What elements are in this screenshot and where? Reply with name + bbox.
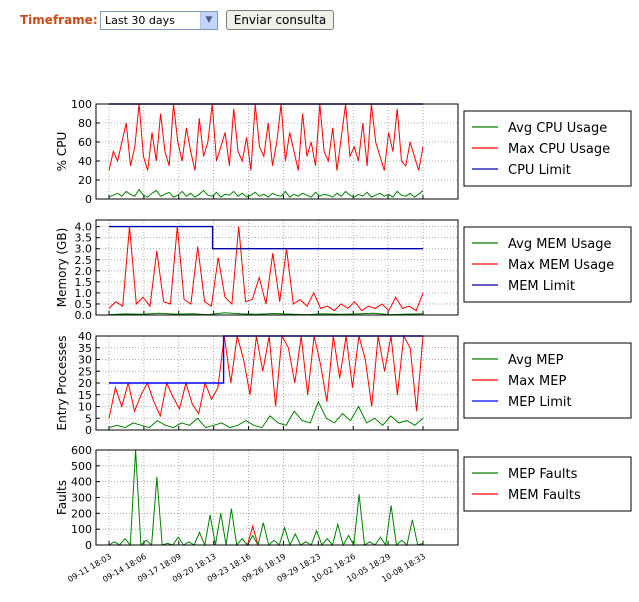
y-tick-label: 0.5: [75, 298, 93, 311]
y-tick-label: 0.0: [75, 309, 93, 322]
y-tick-label: 0: [85, 539, 92, 552]
legend-label: Avg MEP: [508, 353, 564, 368]
y-tick-label: 4.0: [75, 221, 93, 234]
y-tick-label: 35: [78, 342, 92, 355]
y-tick-label: 30: [78, 354, 92, 367]
y-tick-label: 3.0: [75, 243, 93, 256]
y-axis-label: Memory (GB): [55, 228, 69, 308]
chart-panel-4: 0 100 200 300 400 500 600 Faults MEP Faults MEM F…: [55, 444, 632, 584]
series-line-mep-faults: [108, 449, 424, 547]
chart-panel-2: 0.00.51.01.52.02.53.03.54.0 Memory (GB) Av…: [55, 219, 632, 322]
y-tick-label: 3.5: [75, 232, 93, 245]
y-tick-label: 300: [71, 492, 92, 505]
y-tick-label: 2.5: [75, 254, 93, 267]
series-line-max-mem-usage: [108, 226, 424, 312]
y-tick-label: 1.5: [75, 276, 93, 289]
y-tick-label: 80: [78, 117, 92, 130]
y-tick-label: 0: [85, 193, 92, 206]
legend-label: CPU Limit: [508, 163, 571, 178]
series-line-avg-mep: [108, 400, 424, 429]
y-axis-label: Faults: [55, 480, 69, 515]
legend-label: MEP Faults: [508, 467, 578, 482]
legend-label: Max MEP: [508, 374, 566, 389]
legend-label: MEM Faults: [508, 488, 581, 503]
y-tick-label: 15: [78, 389, 92, 402]
y-tick-label: 10: [78, 401, 92, 414]
legend-label: Max CPU Usage: [508, 142, 610, 157]
y-tick-label: 40: [78, 330, 92, 343]
legend-label: Avg CPU Usage: [508, 121, 607, 136]
chart-panel-1: 0 20 40 60 80 100 % CPU Avg CPU Usage Max CPU Us…: [55, 98, 632, 206]
y-axis-label: % CPU: [55, 132, 69, 172]
timeframe-label: Timeframe:: [20, 13, 98, 27]
axes-frame: [95, 335, 459, 431]
y-tick-label: 1.0: [75, 287, 93, 300]
y-tick-label: 500: [71, 460, 92, 473]
y-tick-label: 20: [78, 377, 92, 390]
series-line-avg-mem-usage: [108, 312, 424, 316]
y-tick-label: 100: [71, 98, 92, 111]
y-tick-label: 2.0: [75, 265, 93, 278]
series-line-max-cpu-usage: [108, 103, 424, 171]
series-line-avg-cpu-usage: [108, 188, 424, 198]
series-line-max-mep: [108, 334, 424, 419]
y-tick-label: 20: [78, 174, 92, 187]
y-tick-label: 200: [71, 507, 92, 520]
y-tick-label: 25: [78, 365, 92, 378]
timeframe-select[interactable]: Last 30 days ▼: [100, 11, 218, 30]
legend-label: Avg MEM Usage: [508, 237, 612, 252]
y-axis-label: Entry Processes: [55, 336, 69, 431]
legend-label: MEM Limit: [508, 279, 575, 294]
y-tick-label: 5: [85, 412, 92, 425]
legend-label: MEP Limit: [508, 395, 572, 410]
axes-frame: [95, 449, 459, 546]
y-tick-label: 40: [78, 155, 92, 168]
submit-query-button[interactable]: Enviar consulta: [226, 10, 334, 30]
chevron-down-icon[interactable]: ▼: [200, 12, 217, 29]
y-tick-label: 0: [85, 424, 92, 437]
timeframe-selected-value: Last 30 days: [105, 14, 175, 27]
y-tick-label: 400: [71, 476, 92, 489]
legend-label: Max MEM Usage: [508, 258, 614, 273]
y-tick-label: 600: [71, 444, 92, 457]
query-form: Timeframe: Last 30 days ▼ Enviar consult…: [0, 0, 639, 40]
series-line-mem-limit: [109, 225, 423, 250]
axes-frame: [95, 103, 459, 200]
y-tick-label: 60: [78, 136, 92, 149]
y-tick-label: 100: [71, 523, 92, 536]
axes-frame: [95, 219, 459, 316]
legend-box: [463, 456, 632, 512]
